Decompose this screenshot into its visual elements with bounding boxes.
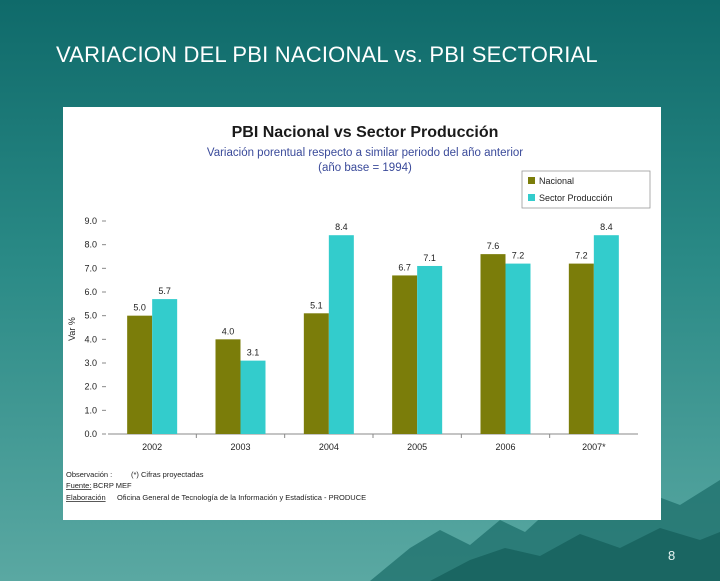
note-fuente-label: Fuente: <box>66 481 91 490</box>
chart-subtitle-line2: (año base = 1994) <box>318 162 412 174</box>
slide-title: VARIACION DEL PBI NACIONAL vs. PBI SECTO… <box>56 42 598 67</box>
x-tick-label: 2007* <box>582 442 606 452</box>
y-axis-label: Var % <box>67 317 77 341</box>
bar-sector-2004 <box>328 235 354 434</box>
note-fuente-text: BCRP MEF <box>93 481 132 490</box>
bar-value-label: 3.1 <box>247 348 260 358</box>
bar-sector-2003 <box>240 360 266 434</box>
bar-nacional-2005 <box>392 275 418 434</box>
bar-sector-2005 <box>417 265 443 434</box>
bar-value-label: 7.2 <box>575 251 588 261</box>
legend-swatch-sector <box>528 194 535 201</box>
bar-value-label: 6.7 <box>398 262 411 272</box>
page-number: 8 <box>668 548 676 563</box>
legend-label-nacional: Nacional <box>539 176 574 186</box>
legend-label-sector: Sector Producción <box>539 193 613 203</box>
bar-value-label: 8.4 <box>335 222 348 232</box>
bar-chart: PBI Nacional vs Sector Producción Variac… <box>66 124 651 502</box>
bar-value-label: 7.1 <box>423 253 436 263</box>
chart-title: PBI Nacional vs Sector Producción <box>232 124 499 141</box>
bar-value-label: 4.0 <box>222 326 235 336</box>
y-tick-label: 8.0 <box>84 240 97 250</box>
legend: Nacional Sector Producción <box>521 170 651 209</box>
x-tick-label: 2002 <box>142 442 162 452</box>
bar-sector-2002 <box>152 299 178 434</box>
y-tick-label: 7.0 <box>84 263 97 273</box>
y-tick-label: 4.0 <box>84 334 97 344</box>
chart-subtitle-line1: Variación porentual respecto a similar p… <box>207 147 523 159</box>
y-tick-label: 1.0 <box>84 405 97 415</box>
y-tick-label: 9.0 <box>84 216 97 226</box>
bar-sector-2007 <box>593 235 619 434</box>
y-tick-label: 5.0 <box>84 311 97 321</box>
y-tick-label: 3.0 <box>84 358 97 368</box>
chart-notes: Observación : (*) Cifras proyectadas Fue… <box>66 470 366 502</box>
chart-panel: PBI Nacional vs Sector Producción Variac… <box>63 107 661 520</box>
bar-nacional-2004 <box>303 313 329 434</box>
bar-value-label: 5.1 <box>310 300 323 310</box>
bar-value-label: 8.4 <box>600 222 613 232</box>
bar-nacional-2003 <box>215 339 241 434</box>
x-axis-ticks: 2002 2003 2004 2005 2006 2007* <box>142 434 606 452</box>
bar-value-label: 5.7 <box>158 286 171 296</box>
bar-value-label: 5.0 <box>133 303 146 313</box>
y-tick-label: 6.0 <box>84 287 97 297</box>
note-elaboracion-text: Oficina General de Tecnología de la Info… <box>117 493 366 502</box>
y-tick-label: 0.0 <box>84 429 97 439</box>
x-tick-label: 2004 <box>319 442 339 452</box>
bar-nacional-2007 <box>568 263 594 434</box>
bar-nacional-2002 <box>127 315 153 434</box>
x-tick-label: 2003 <box>230 442 250 452</box>
bar-value-label: 7.6 <box>487 241 500 251</box>
note-observacion-label: Observación : <box>66 470 112 479</box>
bar-labels-group: 5.0 5.7 4.0 3.1 5.1 8.4 6.7 7.1 7.6 7.2 7.2 8.4 <box>133 222 612 357</box>
bar-value-label: 7.2 <box>512 251 525 261</box>
y-axis-ticks: 9.0 8.0 7.0 6.0 5.0 4.0 3.0 2.0 1.0 0.0 <box>84 216 106 439</box>
note-observacion-text: (*) Cifras proyectadas <box>131 470 204 479</box>
bar-sector-2006 <box>505 263 531 434</box>
legend-swatch-nacional <box>528 177 535 184</box>
note-elaboracion-label: Elaboración <box>66 493 106 502</box>
bar-nacional-2006 <box>480 254 506 434</box>
x-tick-label: 2006 <box>495 442 515 452</box>
y-tick-label: 2.0 <box>84 382 97 392</box>
x-tick-label: 2005 <box>407 442 427 452</box>
bars-group <box>127 235 619 434</box>
